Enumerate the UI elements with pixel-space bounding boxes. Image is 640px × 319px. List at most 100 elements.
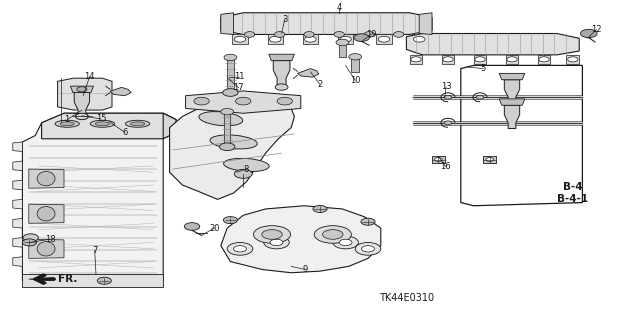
Circle shape xyxy=(568,57,578,62)
Polygon shape xyxy=(273,61,290,87)
Polygon shape xyxy=(163,113,176,139)
Text: 6: 6 xyxy=(122,128,127,137)
Polygon shape xyxy=(351,57,359,72)
Circle shape xyxy=(220,143,235,151)
Text: 5: 5 xyxy=(481,64,486,73)
Circle shape xyxy=(580,29,597,38)
Circle shape xyxy=(443,57,453,62)
Polygon shape xyxy=(432,156,445,163)
Polygon shape xyxy=(442,55,454,64)
Ellipse shape xyxy=(55,120,79,127)
Text: 16: 16 xyxy=(440,162,451,171)
Ellipse shape xyxy=(323,230,343,239)
Polygon shape xyxy=(298,69,319,77)
Text: TK44E0310: TK44E0310 xyxy=(379,293,434,303)
Ellipse shape xyxy=(253,226,291,243)
Polygon shape xyxy=(221,13,234,34)
Text: B-4: B-4 xyxy=(563,182,582,192)
Circle shape xyxy=(227,242,253,255)
Polygon shape xyxy=(29,169,64,188)
Ellipse shape xyxy=(131,122,145,126)
Polygon shape xyxy=(170,100,294,199)
Circle shape xyxy=(275,84,288,90)
Polygon shape xyxy=(406,33,579,55)
Polygon shape xyxy=(538,55,550,64)
Polygon shape xyxy=(268,34,283,44)
Text: 12: 12 xyxy=(591,25,602,34)
Text: B-4-1: B-4-1 xyxy=(557,194,588,204)
Circle shape xyxy=(23,234,38,241)
Circle shape xyxy=(333,236,358,249)
Circle shape xyxy=(444,121,452,125)
Polygon shape xyxy=(42,113,176,139)
Polygon shape xyxy=(29,278,54,281)
Circle shape xyxy=(435,158,442,161)
Circle shape xyxy=(270,239,283,246)
Text: 10: 10 xyxy=(350,76,360,85)
Ellipse shape xyxy=(37,207,55,221)
Polygon shape xyxy=(376,34,392,44)
Text: FR.: FR. xyxy=(58,274,77,284)
Ellipse shape xyxy=(90,120,115,127)
Polygon shape xyxy=(22,274,163,287)
Circle shape xyxy=(313,205,327,212)
Circle shape xyxy=(194,97,209,105)
Polygon shape xyxy=(110,87,131,96)
Polygon shape xyxy=(74,93,90,116)
Ellipse shape xyxy=(223,158,269,172)
Polygon shape xyxy=(506,55,518,64)
Ellipse shape xyxy=(394,32,404,37)
Text: 17: 17 xyxy=(234,83,244,92)
Polygon shape xyxy=(499,73,525,80)
Circle shape xyxy=(97,277,111,284)
Circle shape xyxy=(236,97,251,105)
Polygon shape xyxy=(13,238,22,247)
Text: 9: 9 xyxy=(303,265,308,274)
Circle shape xyxy=(269,36,281,42)
Circle shape xyxy=(355,242,381,255)
Text: 13: 13 xyxy=(441,82,451,91)
Polygon shape xyxy=(461,65,582,206)
Circle shape xyxy=(413,36,425,42)
Text: 2: 2 xyxy=(317,80,323,89)
Ellipse shape xyxy=(37,171,55,186)
Circle shape xyxy=(339,239,352,246)
Circle shape xyxy=(507,57,517,62)
Circle shape xyxy=(277,97,292,105)
Circle shape xyxy=(336,39,349,46)
Ellipse shape xyxy=(95,122,109,126)
Polygon shape xyxy=(13,161,22,171)
Ellipse shape xyxy=(364,32,374,37)
Polygon shape xyxy=(22,113,176,281)
Circle shape xyxy=(22,239,36,246)
Text: 7: 7 xyxy=(92,246,97,255)
Polygon shape xyxy=(339,42,346,57)
Polygon shape xyxy=(13,199,22,209)
Polygon shape xyxy=(221,13,432,34)
Ellipse shape xyxy=(60,122,74,126)
Circle shape xyxy=(184,223,200,230)
Polygon shape xyxy=(13,219,22,228)
Polygon shape xyxy=(566,55,579,64)
Circle shape xyxy=(221,108,234,115)
Polygon shape xyxy=(504,105,520,129)
Text: 20: 20 xyxy=(209,224,220,233)
Polygon shape xyxy=(70,86,93,93)
Circle shape xyxy=(539,57,549,62)
Polygon shape xyxy=(58,78,112,110)
Polygon shape xyxy=(186,91,301,113)
Polygon shape xyxy=(232,34,248,44)
Text: 18: 18 xyxy=(45,235,55,244)
Circle shape xyxy=(223,217,237,224)
Circle shape xyxy=(378,36,390,42)
Text: 1: 1 xyxy=(65,115,70,124)
Polygon shape xyxy=(224,112,230,144)
Circle shape xyxy=(76,113,88,120)
Ellipse shape xyxy=(244,32,255,37)
Circle shape xyxy=(224,54,237,61)
Circle shape xyxy=(361,218,375,225)
Circle shape xyxy=(234,246,246,252)
Text: 3: 3 xyxy=(282,15,287,24)
Ellipse shape xyxy=(275,32,285,37)
Polygon shape xyxy=(13,257,22,266)
